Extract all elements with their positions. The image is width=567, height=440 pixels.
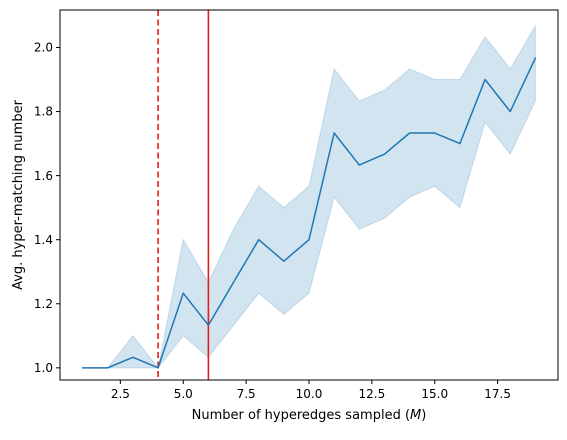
x-tick-label: 7.5 [237, 387, 256, 401]
x-tick-label: 17.5 [484, 387, 511, 401]
x-tick-label: 10.0 [296, 387, 323, 401]
x-tick-label: 12.5 [359, 387, 386, 401]
y-tick-label: 1.6 [34, 169, 53, 183]
x-tick-label: 15.0 [421, 387, 448, 401]
y-axis-label: Avg. hyper-matching number [11, 99, 26, 289]
x-axis-ticks: 2.5 5.0 7.5 10.0 12.5 15.0 17.5 [111, 380, 511, 401]
y-tick-label: 1.0 [34, 361, 53, 375]
x-tick-label: 5.0 [174, 387, 193, 401]
y-tick-label: 2.0 [34, 41, 53, 55]
x-axis-label-variable: M [410, 408, 421, 423]
y-axis-ticks: 1.0 1.2 1.4 1.6 1.8 2.0 [34, 41, 60, 375]
y-tick-label: 1.2 [34, 297, 53, 311]
x-tick-label: 2.5 [111, 387, 130, 401]
x-axis-label-text: Number of hyperedges sampled [192, 408, 401, 423]
y-tick-label: 1.8 [34, 105, 53, 119]
y-tick-label: 1.4 [34, 233, 53, 247]
x-axis-label: Number of hyperedges sampled (M) [192, 408, 427, 423]
